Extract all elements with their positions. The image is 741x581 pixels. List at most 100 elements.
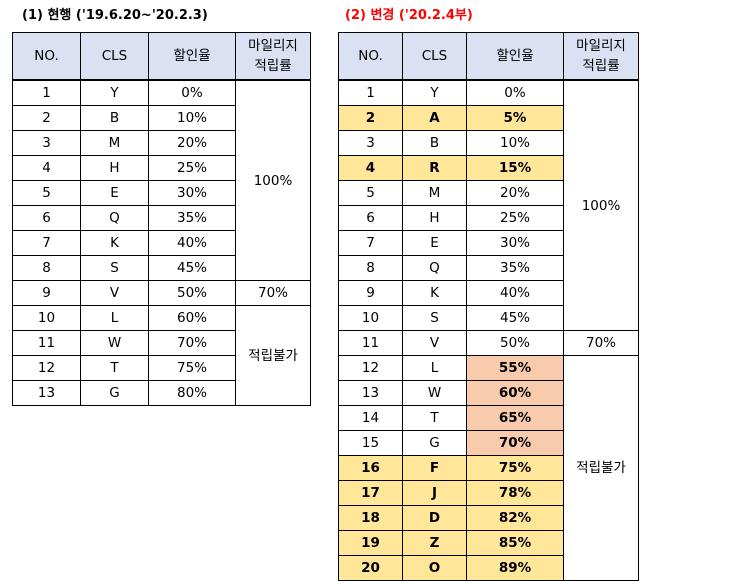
cell-mileage-rate: 적립불가 <box>235 305 311 406</box>
cell-cls: T <box>80 355 149 381</box>
cell-cls: S <box>402 305 467 331</box>
cell-discount: 80% <box>148 380 236 406</box>
cell-cls: H <box>80 155 149 181</box>
cell-no: 9 <box>12 280 81 306</box>
table-row: 11 V 50% 70% <box>338 330 639 356</box>
cell-no: 8 <box>338 255 403 281</box>
cell-no: 14 <box>338 405 403 431</box>
cell-no: 8 <box>12 255 81 281</box>
header-cls: CLS <box>402 32 467 81</box>
table-row: 1 Y 0% 100% <box>338 79 639 331</box>
cell-no: 4 <box>338 155 403 181</box>
cell-cls: Y <box>80 79 149 106</box>
cell-no: 13 <box>338 380 403 406</box>
cell-no: 19 <box>338 530 403 556</box>
cell-discount: 40% <box>466 280 564 306</box>
cell-mileage-rate: 100% <box>563 79 639 331</box>
cell-discount: 40% <box>148 230 236 256</box>
cell-no: 3 <box>338 130 403 156</box>
cell-discount: 50% <box>466 330 564 356</box>
table-row: 16 F 75% <box>338 455 639 481</box>
cell-mileage-rate: 70% <box>235 280 311 306</box>
cell-no: 4 <box>12 155 81 181</box>
cell-cls: A <box>402 105 467 131</box>
caption-changed: (2) 변경 ('20.2.4부) <box>345 8 473 23</box>
cell-no: 7 <box>12 230 81 256</box>
cell-discount: 89% <box>466 555 564 581</box>
cell-cls: B <box>80 105 149 131</box>
cell-no: 5 <box>12 180 81 206</box>
header-no: NO. <box>338 32 403 81</box>
cell-cls: M <box>402 180 467 206</box>
cell-cls: D <box>402 505 467 531</box>
table-row: 14 T 65% <box>338 405 639 431</box>
table-row: 1 Y 0% 100% <box>12 79 311 281</box>
table-row: 4 R 15% <box>338 155 639 181</box>
table-row: 3 B 10% <box>338 130 639 156</box>
table-body-current: 1 Y 0% 100% 2 B 10% 3 M 20% 4 H 25% 5 E 30% 6 Q 35% 7 K 40% 8 S… <box>12 79 311 406</box>
table-row: 8 Q 35% <box>338 255 639 281</box>
cell-discount: 15% <box>466 155 564 181</box>
table-row: 11 W 70% <box>12 330 311 356</box>
table-row: 13 G 80% <box>12 380 311 406</box>
cell-no: 3 <box>12 130 81 156</box>
caption-current: (1) 현행 ('19.6.20~'20.2.3) <box>22 8 208 23</box>
cell-mileage-rate: 70% <box>563 330 639 356</box>
cell-cls: K <box>80 230 149 256</box>
cell-no: 7 <box>338 230 403 256</box>
header-no: NO. <box>12 32 81 81</box>
cell-cls: H <box>402 205 467 231</box>
cell-no: 11 <box>12 330 81 356</box>
table-row: 15 G 70% <box>338 430 639 456</box>
cell-discount: 10% <box>148 105 236 131</box>
header-mileage: 마일리지 적립률 <box>563 32 639 81</box>
cell-cls: V <box>80 280 149 306</box>
cell-discount: 60% <box>466 380 564 406</box>
cell-cls: Q <box>402 255 467 281</box>
table-row: 8 S 45% <box>12 255 311 281</box>
cell-no: 2 <box>338 105 403 131</box>
cell-discount: 0% <box>148 79 236 106</box>
cell-discount: 45% <box>148 255 236 281</box>
cell-cls: F <box>402 455 467 481</box>
cell-cls: G <box>402 430 467 456</box>
header-mileage: 마일리지 적립률 <box>235 32 311 81</box>
table-row: 10 S 45% <box>338 305 639 331</box>
cell-discount: 35% <box>148 205 236 231</box>
cell-cls: W <box>402 380 467 406</box>
cell-discount: 85% <box>466 530 564 556</box>
cell-cls: Q <box>80 205 149 231</box>
cell-cls: M <box>80 130 149 156</box>
cell-discount: 30% <box>466 230 564 256</box>
header-discount: 할인율 <box>148 32 236 81</box>
cell-cls: T <box>402 405 467 431</box>
table-row: 13 W 60% <box>338 380 639 406</box>
cell-discount: 65% <box>466 405 564 431</box>
cell-discount: 70% <box>466 430 564 456</box>
cell-mileage-rate: 100% <box>235 79 311 281</box>
cell-no: 2 <box>12 105 81 131</box>
cell-cls: E <box>402 230 467 256</box>
cell-cls: B <box>402 130 467 156</box>
cell-discount: 55% <box>466 355 564 381</box>
header-cls: CLS <box>80 32 149 81</box>
cell-cls: Y <box>402 79 467 106</box>
table-row: 3 M 20% <box>12 130 311 156</box>
cell-discount: 30% <box>148 180 236 206</box>
cell-cls: O <box>402 555 467 581</box>
table-row: 9 V 50% 70% <box>12 280 311 306</box>
cell-cls: R <box>402 155 467 181</box>
table-body-changed: 1 Y 0% 100% 2 A 5% 3 B 10% 4 R 15% 5 M 20% 6 H 25% 7 E 30% 8 Q 3… <box>338 79 639 581</box>
table-row: 12 T 75% <box>12 355 311 381</box>
table-row: 7 K 40% <box>12 230 311 256</box>
cell-cls: S <box>80 255 149 281</box>
cell-discount: 25% <box>148 155 236 181</box>
cell-discount: 5% <box>466 105 564 131</box>
cell-cls: E <box>80 180 149 206</box>
cell-discount: 20% <box>148 130 236 156</box>
cell-no: 16 <box>338 455 403 481</box>
header-discount: 할인율 <box>466 32 564 81</box>
table-row: 12 L 55% 적립불가 <box>338 355 639 581</box>
cell-no: 10 <box>12 305 81 331</box>
cell-no: 15 <box>338 430 403 456</box>
